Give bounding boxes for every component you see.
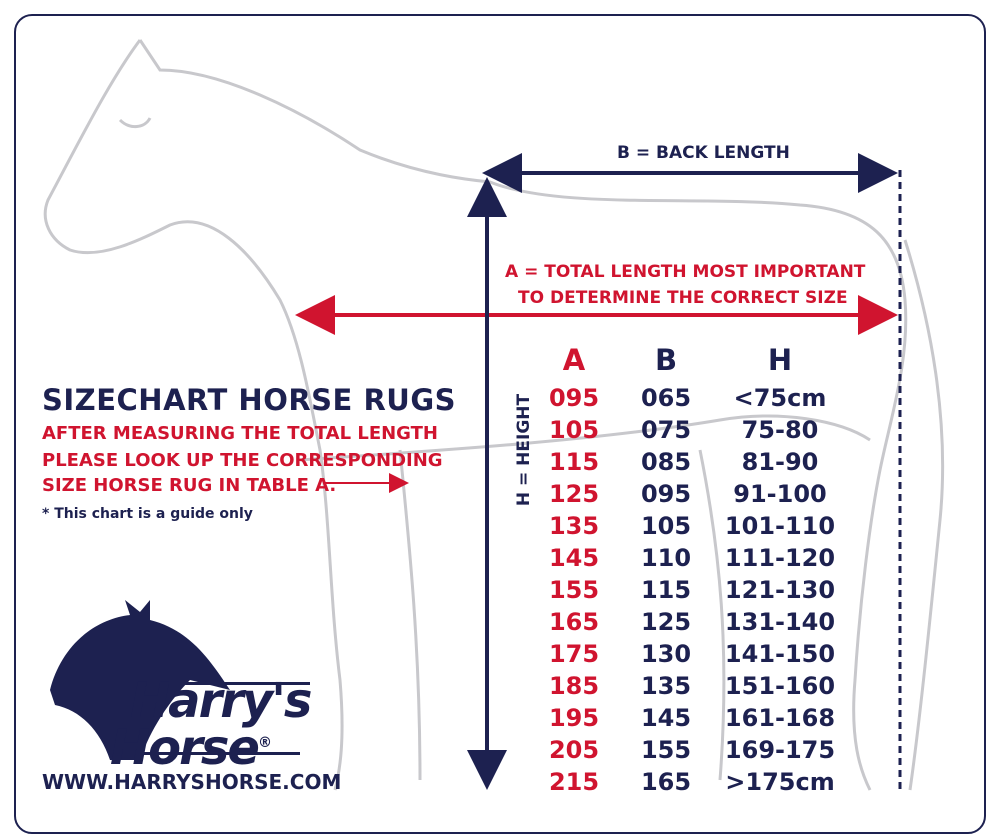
cell-h: 131-140 bbox=[724, 608, 836, 636]
cell-a: 195 bbox=[548, 704, 600, 732]
cell-h: 121-130 bbox=[724, 576, 836, 604]
cell-b: 110 bbox=[640, 544, 692, 572]
cell-h: 151-160 bbox=[724, 672, 836, 700]
cell-h: 141-150 bbox=[724, 640, 836, 668]
header-b: B bbox=[654, 343, 678, 377]
cell-b: 135 bbox=[640, 672, 692, 700]
cell-b: 155 bbox=[640, 736, 692, 764]
cell-b: 165 bbox=[640, 768, 692, 796]
cell-b: 095 bbox=[640, 480, 692, 508]
cell-a: 185 bbox=[548, 672, 600, 700]
logo-horse-head-icon bbox=[50, 600, 310, 760]
cell-h: 81-90 bbox=[741, 448, 819, 476]
cell-a: 095 bbox=[548, 384, 600, 412]
cell-a: 125 bbox=[548, 480, 600, 508]
instruction-line-2: PLEASE LOOK UP THE CORRESPONDING bbox=[42, 450, 443, 471]
header-a: A bbox=[562, 343, 586, 377]
cell-h: 161-168 bbox=[724, 704, 836, 732]
cell-a: 175 bbox=[548, 640, 600, 668]
cell-b: 115 bbox=[640, 576, 692, 604]
horse-outline bbox=[43, 39, 945, 791]
instruction-line-1: AFTER MEASURING THE TOTAL LENGTH bbox=[42, 423, 438, 444]
brand-line-2: Horse® bbox=[110, 720, 272, 776]
cell-a: 135 bbox=[548, 512, 600, 540]
cell-b: 105 bbox=[640, 512, 692, 540]
cell-b: 075 bbox=[640, 416, 692, 444]
guide-note: * This chart is a guide only bbox=[42, 506, 253, 522]
cell-a: 205 bbox=[548, 736, 600, 764]
chart-border bbox=[14, 14, 986, 834]
cell-a: 215 bbox=[548, 768, 600, 796]
cell-a: 115 bbox=[548, 448, 600, 476]
cell-h: 75-80 bbox=[741, 416, 819, 444]
cell-h: >175cm bbox=[725, 768, 835, 796]
cell-h: 169-175 bbox=[724, 736, 836, 764]
cell-a: 155 bbox=[548, 576, 600, 604]
cell-h: <75cm bbox=[733, 384, 827, 412]
cell-b: 130 bbox=[640, 640, 692, 668]
total-length-label-2: TO DETERMINE THE CORRECT SIZE bbox=[518, 288, 848, 308]
header-h: H bbox=[767, 343, 793, 377]
page-title: SIZECHART HORSE RUGS bbox=[42, 383, 457, 417]
cell-b: 145 bbox=[640, 704, 692, 732]
height-label: H = HEIGHT bbox=[514, 393, 535, 507]
back-length-label: B = BACK LENGTH bbox=[617, 143, 790, 163]
cell-h: 91-100 bbox=[733, 480, 827, 508]
total-length-label-1: A = TOTAL LENGTH MOST IMPORTANT bbox=[505, 262, 866, 282]
cell-b: 065 bbox=[640, 384, 692, 412]
website-url: WWW.HARRYSHORSE.COM bbox=[42, 770, 342, 794]
cell-h: 101-110 bbox=[724, 512, 836, 540]
instruction-line-3: SIZE HORSE RUG IN TABLE A. bbox=[42, 475, 337, 496]
cell-a: 165 bbox=[548, 608, 600, 636]
cell-b: 125 bbox=[640, 608, 692, 636]
cell-a: 105 bbox=[548, 416, 600, 444]
brand-line-1: Harry's bbox=[130, 673, 312, 729]
cell-h: 111-120 bbox=[724, 544, 836, 572]
cell-b: 085 bbox=[640, 448, 692, 476]
cell-a: 145 bbox=[548, 544, 600, 572]
brand-logo: Harry's Horse® bbox=[110, 673, 312, 776]
